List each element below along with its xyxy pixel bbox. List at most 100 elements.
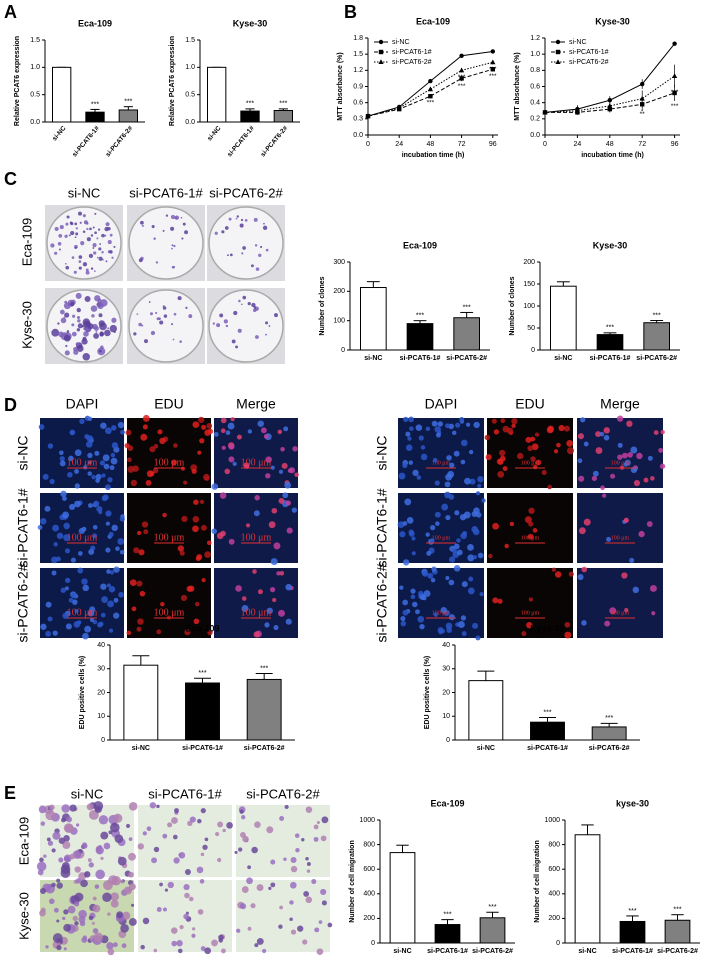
- cell: [431, 420, 438, 427]
- column-label: DAPI: [425, 396, 458, 412]
- cell: [433, 612, 439, 617]
- cell: [566, 440, 574, 447]
- cell: [650, 476, 655, 481]
- cell: [247, 429, 253, 434]
- cell: [63, 909, 69, 915]
- cell: [554, 571, 562, 578]
- cell: [173, 312, 177, 316]
- significance: ***: [416, 313, 424, 320]
- cell: [629, 557, 635, 563]
- cell: [653, 430, 659, 436]
- cell: [142, 424, 148, 430]
- cell: [88, 612, 93, 617]
- cell: [606, 536, 612, 542]
- scale-label: 100 μm: [432, 460, 451, 466]
- cell: [321, 900, 327, 906]
- cell: [526, 621, 533, 629]
- cell: [191, 933, 196, 938]
- cell: [235, 345, 238, 349]
- cell: [459, 513, 467, 521]
- bar: [453, 317, 481, 351]
- cell: [283, 857, 287, 861]
- y-axis-label: Number of cell migration: [349, 840, 356, 922]
- cell: [258, 253, 262, 257]
- cell: [83, 220, 88, 225]
- cell: [200, 808, 206, 814]
- cell: [468, 449, 474, 455]
- panel-label: B: [344, 2, 357, 22]
- cell: [125, 429, 132, 436]
- cell: [86, 227, 89, 231]
- cell: [224, 226, 229, 230]
- cell: [75, 823, 80, 827]
- cell: [86, 435, 94, 442]
- cell: [187, 820, 193, 827]
- bar: [479, 917, 506, 944]
- cell: [150, 330, 156, 336]
- cell: [197, 450, 202, 455]
- cell: [238, 299, 241, 303]
- cell: [247, 865, 251, 870]
- cell: [77, 323, 83, 329]
- cell: [473, 528, 480, 536]
- cell: [74, 901, 80, 907]
- cell: [320, 835, 327, 842]
- x-tick-label: 96: [671, 141, 679, 148]
- x-tick-label: si-PCAT6-1#: [182, 745, 223, 752]
- cell: [131, 606, 137, 612]
- row-label: si-PCAT6-1#: [374, 488, 390, 567]
- cell: [39, 857, 44, 863]
- cell: [107, 477, 113, 483]
- cell: [241, 596, 247, 601]
- cell: [547, 484, 552, 490]
- cell: [90, 267, 94, 270]
- bar: [550, 285, 577, 351]
- cell: [115, 546, 120, 551]
- cell: [221, 948, 226, 954]
- cell: [152, 467, 159, 474]
- chart-title: Eca-109: [403, 240, 437, 250]
- cell: [151, 857, 158, 864]
- cell: [82, 214, 86, 218]
- y-tick-label: 0: [531, 347, 535, 354]
- cell: [69, 503, 76, 510]
- cell: [568, 571, 574, 577]
- cell: [119, 516, 125, 522]
- cell: [94, 884, 100, 889]
- cell: [58, 233, 63, 238]
- cell: [197, 818, 202, 824]
- cell: [48, 898, 55, 905]
- cell: [171, 265, 175, 269]
- y-tick-label: 0.0: [185, 119, 195, 126]
- cell: [591, 475, 598, 482]
- cell: [266, 826, 274, 834]
- x-tick-label: si-NC: [554, 355, 572, 362]
- cell: [111, 524, 118, 532]
- scale-label: 100 μm: [241, 532, 272, 543]
- cell: [202, 844, 208, 850]
- significance: ***: [488, 904, 496, 911]
- cell: [77, 620, 82, 625]
- x-tick-label: si-PCAT6-2#: [260, 125, 290, 159]
- cell: [311, 879, 317, 885]
- cell: [170, 214, 176, 220]
- cell: [448, 614, 455, 621]
- cell: [285, 583, 293, 591]
- cell: [257, 589, 263, 595]
- cell: [104, 484, 111, 491]
- cell: [131, 903, 135, 907]
- cell: [116, 911, 124, 919]
- cell: [139, 590, 146, 597]
- cell: [492, 522, 499, 530]
- cell: [76, 307, 81, 313]
- cell: [109, 233, 113, 237]
- cell: [464, 477, 471, 485]
- cell: [621, 452, 628, 459]
- y-tick-label: 20: [442, 689, 450, 696]
- column-label: Merge: [236, 396, 276, 412]
- cell: [40, 907, 46, 913]
- cell: [206, 540, 212, 546]
- cell: [583, 441, 589, 447]
- y-tick-label: 1.0: [185, 64, 195, 71]
- cell: [262, 948, 267, 954]
